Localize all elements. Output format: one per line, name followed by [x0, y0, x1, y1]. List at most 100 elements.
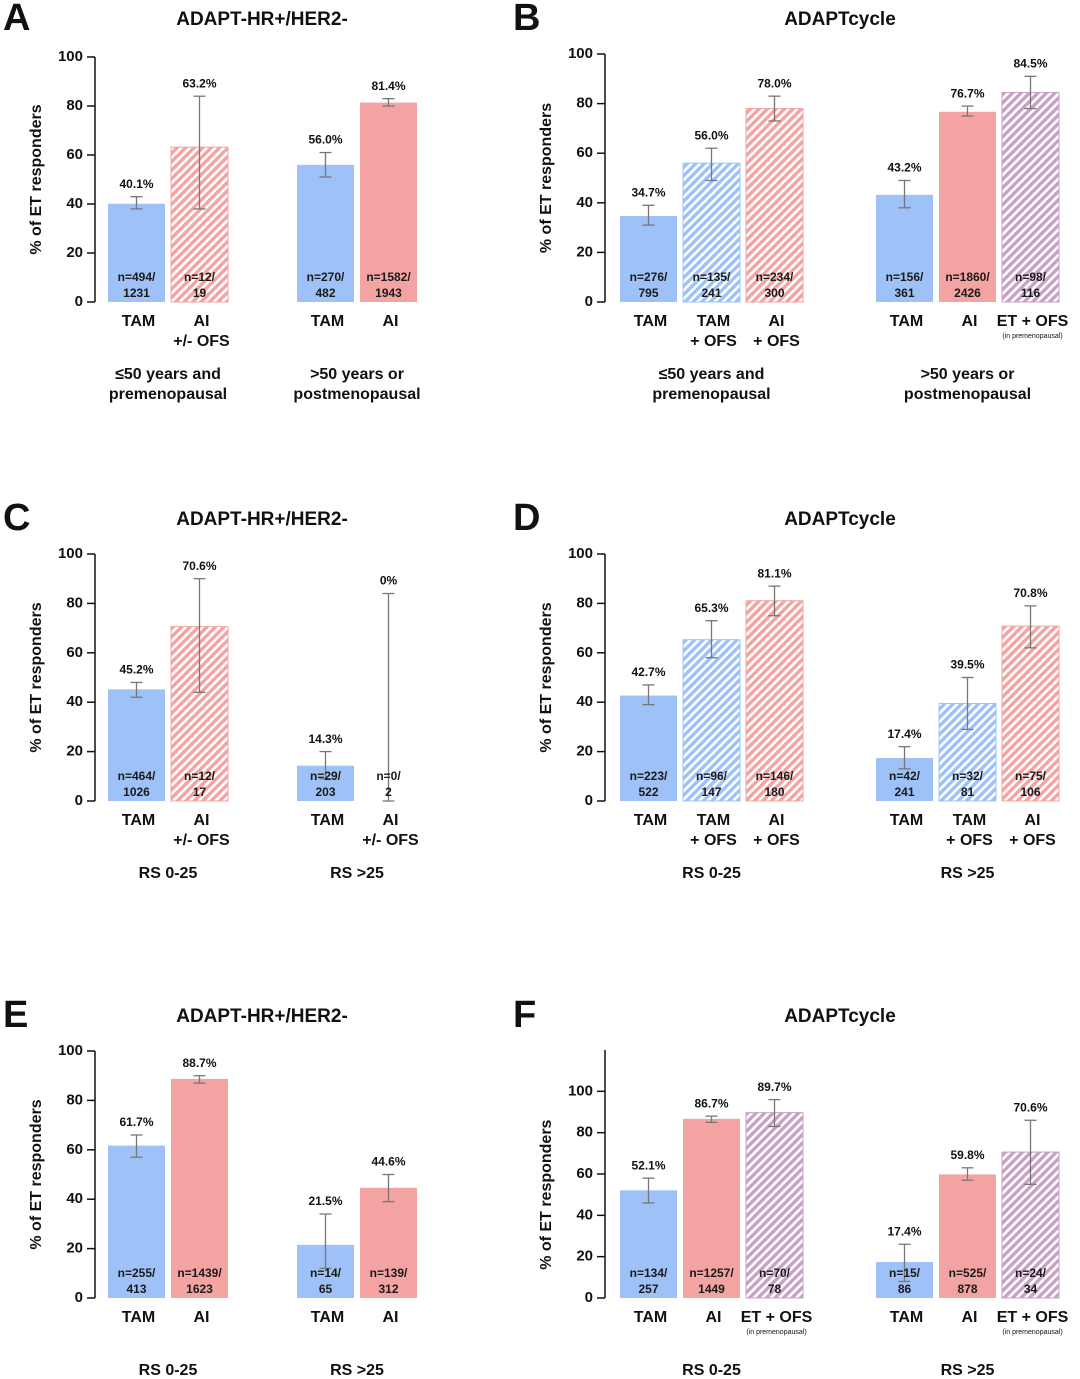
n-label: n=139/: [370, 1266, 408, 1280]
x-tick-label: ET + OFS: [997, 313, 1069, 330]
y-tick-label: 100: [58, 1042, 83, 1059]
group-label: ≤50 years and: [659, 366, 765, 383]
value-label: 39.5%: [950, 658, 984, 672]
n-label: 300: [764, 286, 784, 300]
group-label: RS 0-25: [682, 865, 741, 882]
n-label: 17: [193, 785, 207, 799]
value-label: 0%: [380, 574, 398, 588]
chart-title: ADAPTcycle: [784, 9, 896, 30]
value-label: 70.6%: [182, 559, 216, 573]
value-label: 81.4%: [371, 79, 405, 93]
n-label: 1943: [375, 286, 402, 300]
y-tick-label: 60: [66, 644, 83, 661]
n-label: 522: [638, 785, 658, 799]
bar: [171, 1078, 228, 1298]
value-label: 21.5%: [308, 1194, 342, 1208]
x-tick-label: + OFS: [1009, 832, 1056, 849]
n-label: 878: [957, 1282, 977, 1296]
x-tick-label: TAM: [311, 812, 344, 829]
value-label: 45.2%: [119, 663, 153, 677]
n-label: n=12/: [184, 769, 216, 783]
bar: [939, 111, 996, 302]
n-label: 86: [898, 1282, 912, 1296]
y-axis-label: % of ET responders: [28, 1099, 45, 1249]
y-tick-label: 0: [585, 293, 593, 310]
n-label: 106: [1020, 785, 1040, 799]
panel-letter: D: [513, 497, 540, 539]
bar: [620, 1190, 677, 1298]
chart-title: ADAPTcycle: [784, 509, 896, 530]
value-label: 70.6%: [1013, 1100, 1047, 1114]
group-label: postmenopausal: [904, 386, 1031, 403]
y-tick-label: 80: [576, 594, 593, 611]
x-tick-label: AI: [769, 812, 785, 829]
y-tick-label: 0: [75, 792, 83, 809]
n-label: 2426: [954, 286, 981, 300]
group-label: premenopausal: [109, 386, 227, 403]
value-label: 65.3%: [694, 601, 728, 615]
bar: [1001, 91, 1060, 303]
y-tick-label: 80: [66, 97, 83, 114]
chart-title: ADAPT-HR+/HER2-: [176, 1006, 348, 1027]
n-label: 19: [193, 286, 207, 300]
x-tick-label: TAM: [122, 1309, 155, 1326]
n-label: n=270/: [307, 270, 345, 284]
n-label: n=234/: [756, 270, 794, 284]
n-label: 65: [319, 1282, 333, 1296]
n-label: n=156/: [886, 270, 924, 284]
value-label: 56.0%: [308, 133, 342, 147]
group-label: postmenopausal: [293, 386, 420, 403]
x-tick-label: AI: [383, 313, 399, 330]
y-axis-label: % of ET responders: [28, 602, 45, 752]
x-tick-label: TAM: [122, 313, 155, 330]
y-tick-label: 0: [585, 1289, 593, 1306]
n-label: 78: [768, 1282, 782, 1296]
bar: [170, 146, 229, 303]
n-label: n=98/: [1015, 270, 1047, 284]
x-tick-label: TAM: [122, 812, 155, 829]
n-label: n=70/: [759, 1266, 791, 1280]
x-tick-label: ET + OFS: [741, 1309, 813, 1326]
bar: [360, 102, 417, 302]
n-label: n=29/: [310, 769, 342, 783]
bar: [620, 215, 677, 302]
value-label: 44.6%: [371, 1155, 405, 1169]
x-tick-label: AI: [706, 1309, 722, 1326]
x-tick-label: + OFS: [690, 832, 737, 849]
group-label: RS 0-25: [139, 1362, 198, 1379]
group-label: RS >25: [330, 1362, 384, 1379]
y-axis-label: % of ET responders: [538, 1119, 555, 1269]
y-axis-label: % of ET responders: [538, 103, 555, 253]
group-label: >50 years or: [310, 366, 404, 383]
bar: [682, 162, 741, 303]
x-tick-label: TAM: [890, 812, 923, 829]
y-tick-label: 40: [66, 195, 83, 212]
x-tick-note: (in premenopausal): [1002, 333, 1062, 340]
n-label: n=223/: [630, 769, 668, 783]
y-tick-label: 0: [75, 1289, 83, 1306]
x-tick-label: TAM: [890, 313, 923, 330]
x-tick-label: TAM: [890, 1309, 923, 1326]
y-tick-label: 40: [66, 693, 83, 710]
y-tick-label: 100: [568, 1082, 593, 1099]
y-tick-label: 20: [66, 1240, 83, 1257]
n-label: 361: [894, 286, 914, 300]
bar: [745, 1112, 804, 1299]
y-tick-label: 40: [576, 194, 593, 211]
bar: [939, 1174, 996, 1298]
value-label: 52.1%: [631, 1158, 665, 1172]
n-label: n=134/: [630, 1266, 668, 1280]
n-label: n=42/: [889, 769, 921, 783]
value-label: 70.8%: [1013, 586, 1047, 600]
x-tick-label: + OFS: [946, 832, 993, 849]
x-tick-note: (in premenopausal): [1002, 1329, 1062, 1336]
x-tick-label: AI: [194, 313, 210, 330]
group-label: >50 years or: [921, 366, 1015, 383]
x-tick-label: TAM: [311, 1309, 344, 1326]
x-tick-label: TAM: [697, 812, 730, 829]
y-tick-label: 60: [66, 1141, 83, 1158]
y-tick-label: 80: [576, 1124, 593, 1141]
n-label: n=32/: [952, 769, 984, 783]
panel-letter: A: [3, 0, 30, 39]
bar: [683, 1118, 740, 1298]
